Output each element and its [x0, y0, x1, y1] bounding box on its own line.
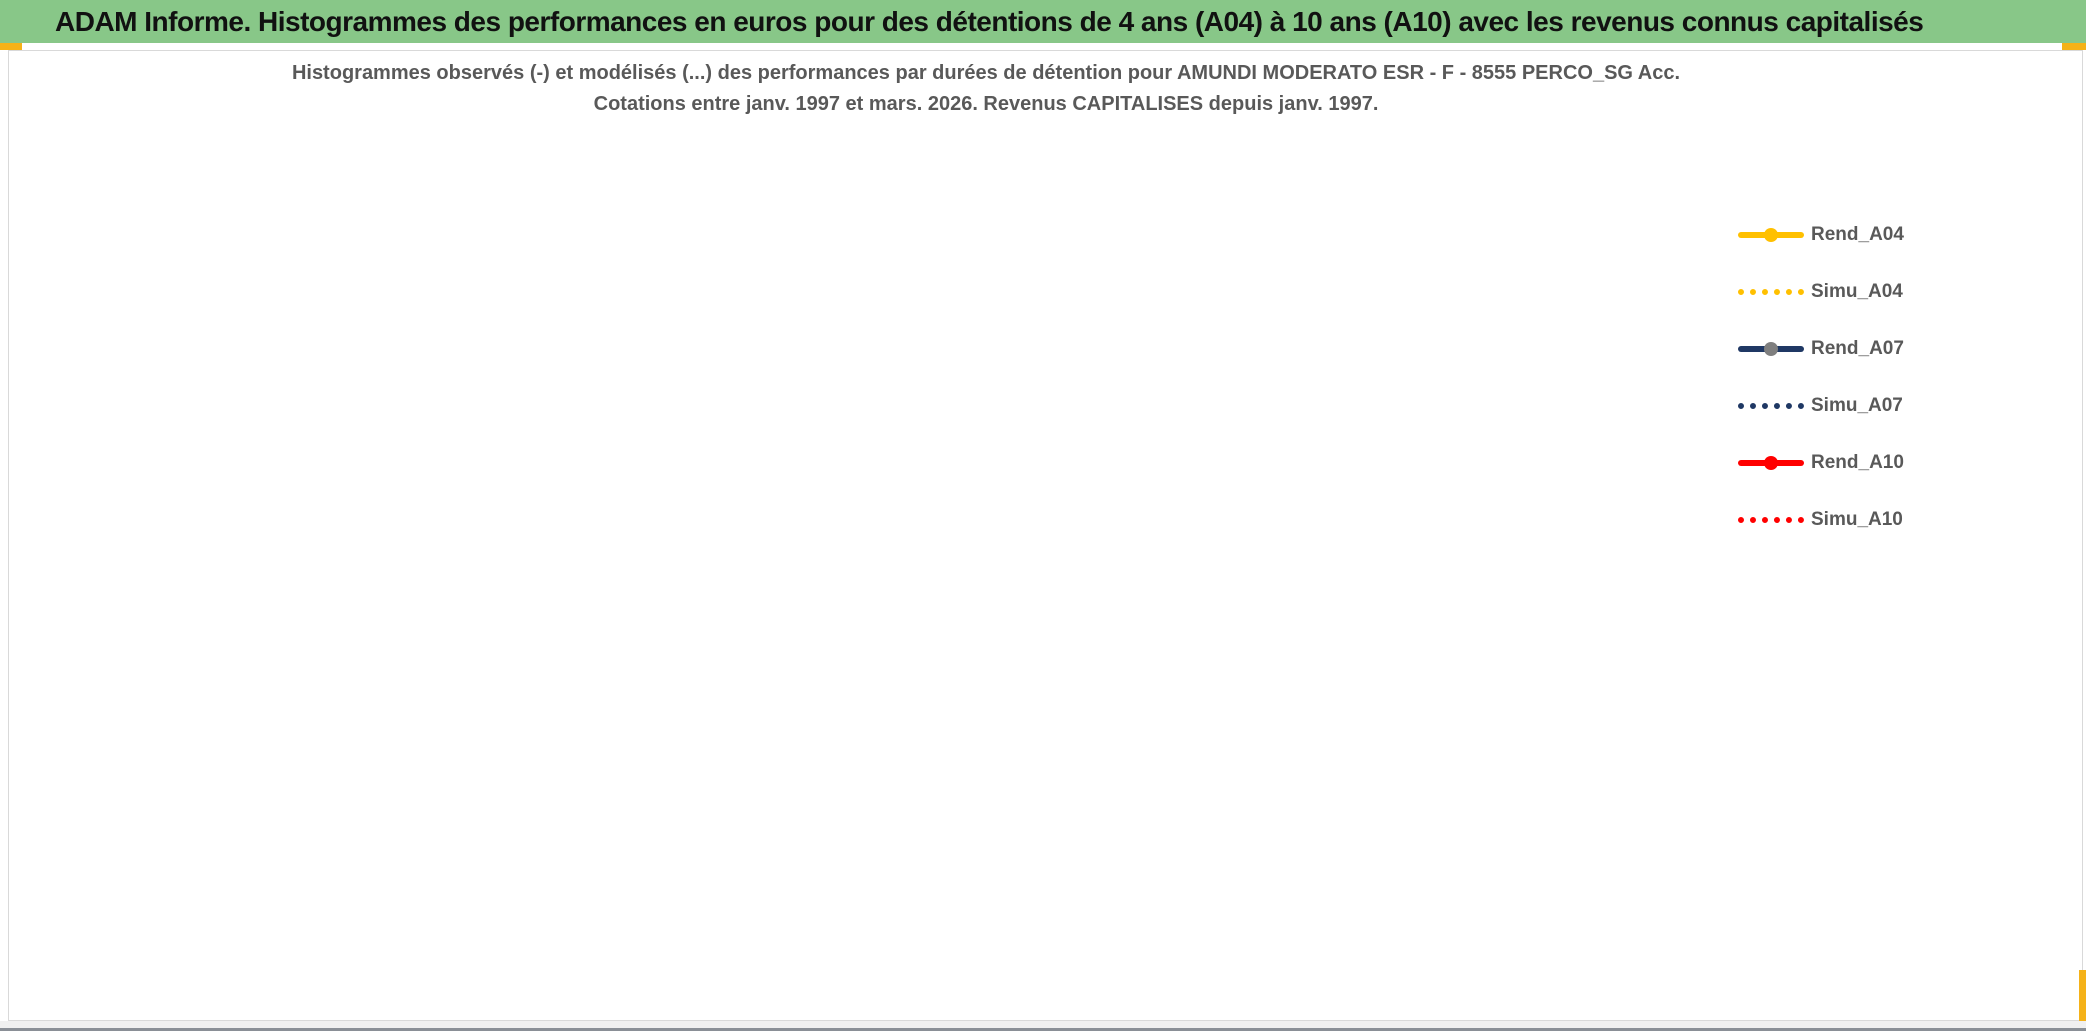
solid-line-sample-icon [1738, 225, 1804, 245]
top-left-accent [0, 43, 22, 50]
legend-label: Simu_A07 [1811, 394, 1903, 416]
legend-item-rend_a10[interactable]: Rend_A10 [1730, 434, 1988, 491]
dotted-line-sample-icon [1738, 510, 1804, 530]
legend-item-simu_a10[interactable]: Simu_A10 [1730, 491, 1988, 548]
report-title: ADAM Informe. Histogrammes des performan… [55, 5, 1924, 37]
legend-item-simu_a04[interactable]: Simu_A04 [1730, 263, 1988, 320]
legend-label: Simu_A10 [1811, 508, 1903, 530]
legend-item-simu_a07[interactable]: Simu_A07 [1730, 377, 1988, 434]
legend-label: Rend_A07 [1811, 337, 1904, 359]
solid-line-sample-icon [1738, 453, 1804, 473]
legend-label: Rend_A10 [1811, 451, 1904, 473]
bottom-right-accent [2079, 970, 2086, 1022]
dotted-line-sample-icon [1738, 396, 1804, 416]
dotted-line-sample-icon [1738, 282, 1804, 302]
chart-title-block: Histogrammes observés (-) et modélisés (… [106, 58, 1866, 120]
legend-label: Simu_A04 [1811, 280, 1903, 302]
chart-subtitle: Cotations entre janv. 1997 et mars. 2026… [593, 93, 1379, 115]
report-title-bar: ADAM Informe. Histogrammes des performan… [0, 0, 2086, 43]
bottom-status-strip [0, 1021, 2086, 1031]
legend-label: Rend_A04 [1811, 223, 1904, 245]
chart-legend: Rend_A04 Simu_A04 Rend_A07 Simu_A07 Rend_A10… [1730, 206, 1988, 548]
top-right-accent [2062, 43, 2086, 50]
legend-item-rend_a07[interactable]: Rend_A07 [1730, 320, 1988, 377]
solid-line-sample-icon [1738, 339, 1804, 359]
legend-item-rend_a04[interactable]: Rend_A04 [1730, 206, 1988, 263]
chart-title: Histogrammes observés (-) et modélisés (… [291, 62, 1681, 84]
